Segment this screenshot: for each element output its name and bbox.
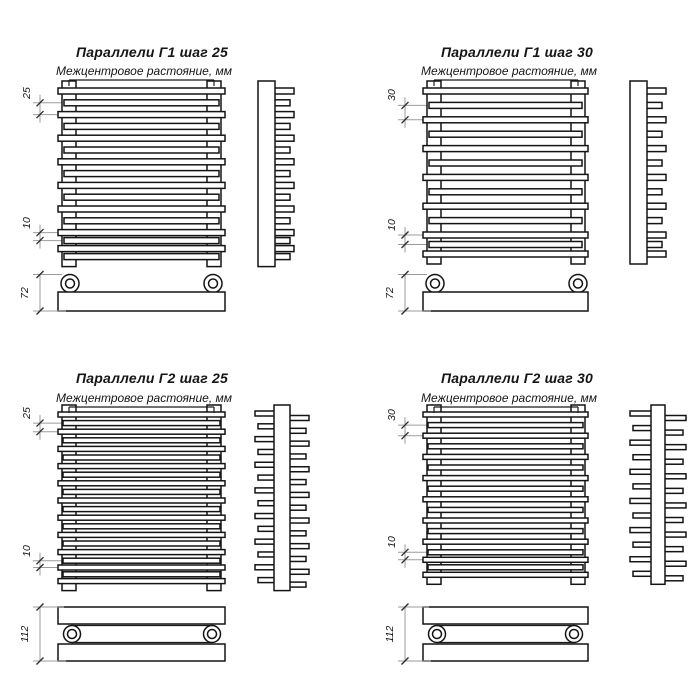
center-distance-caption: Межцентровое растояние, мм: [56, 391, 232, 405]
side-view: [254, 404, 310, 592]
depth-dimension-label: 112: [383, 625, 396, 643]
front-view: [422, 404, 589, 586]
front-view: [57, 80, 226, 268]
bottom-view: [422, 273, 589, 312]
front-view: [422, 80, 589, 265]
side-view: [257, 80, 295, 268]
drawing-title-g1-step30: Параллели Г1 шаг 30: [441, 44, 593, 60]
drawing-title-g2-step30: Параллели Г2 шаг 30: [441, 370, 593, 386]
center-distance-caption: Межцентровое растояние, мм: [421, 64, 597, 78]
gap-dimension-label: 10: [20, 544, 33, 557]
gap-dimension-label: 10: [385, 219, 398, 231]
view-group-g1-step30: [398, 79, 667, 315]
center-distance-caption: Межцентровое растояние, мм: [56, 64, 232, 78]
view-group-g2-step30: [398, 404, 687, 665]
gap-dimension-label: 10: [385, 536, 398, 549]
bottom-view: [422, 606, 589, 662]
side-view: [629, 404, 687, 586]
step-dimension-label: 30: [385, 89, 398, 102]
gap-dimension-label: 10: [20, 216, 33, 229]
depth-dimension-label: 112: [18, 625, 31, 643]
center-distance-caption: Межцентровое растояние, мм: [421, 391, 597, 405]
bottom-view: [57, 273, 226, 312]
step-dimension-label: 30: [385, 409, 398, 421]
depth-dimension-label: 72: [18, 286, 31, 299]
depth-dimension-label: 72: [383, 286, 396, 299]
front-view: [57, 404, 226, 592]
view-group-g1-step25: [33, 79, 295, 315]
step-dimension-label: 25: [20, 86, 33, 99]
drawing-title-g2-step25: Параллели Г2 шаг 25: [76, 370, 228, 386]
side-view: [629, 80, 667, 265]
view-group-g2-step25: [33, 404, 310, 665]
step-dimension-label: 25: [20, 407, 33, 419]
drawing-title-g1-step25: Параллели Г1 шаг 25: [76, 44, 228, 60]
bottom-view: [57, 606, 226, 662]
